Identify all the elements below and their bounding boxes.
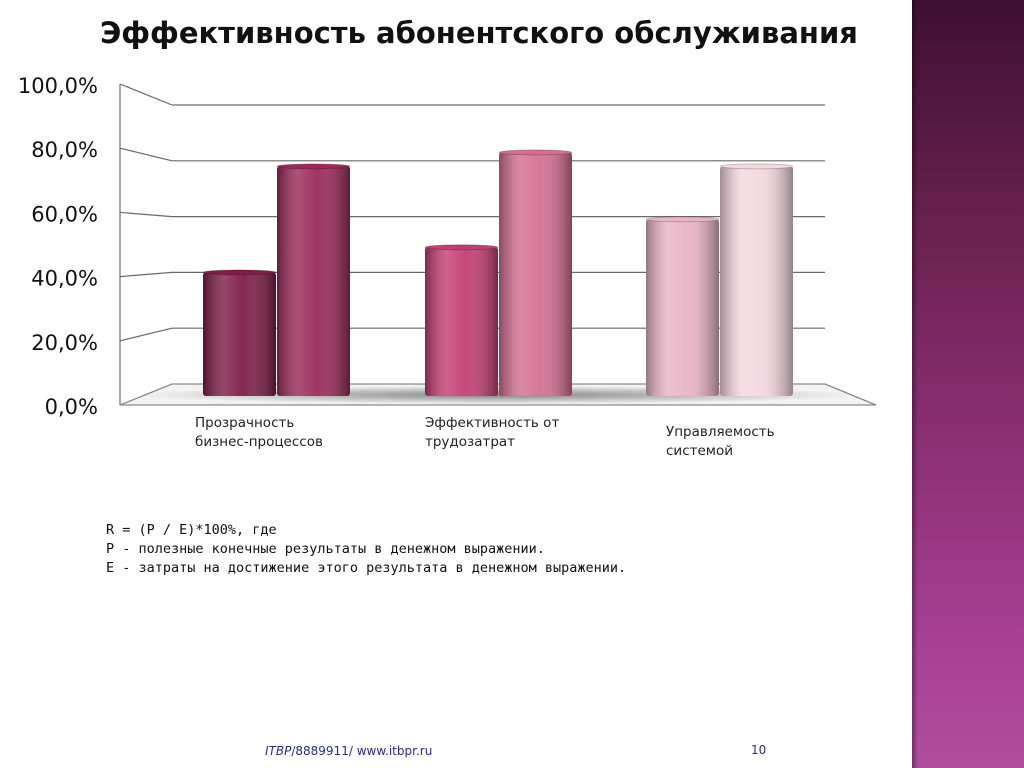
bar <box>645 216 720 396</box>
bar-chart: 0,0% 20,0% 40,0% 60,0% 80,0% 100,0% Прозрачно… <box>18 74 877 459</box>
grid-line-diagonal <box>119 83 173 106</box>
category-label: Эффективность от <box>425 415 559 431</box>
grid-line-diagonal <box>119 147 173 162</box>
formula-line: P - полезные конечные результаты в денеж… <box>106 541 545 557</box>
formula-line: R = (P / E)*100%, где <box>106 522 277 538</box>
category-label: Прозрачность <box>195 415 294 431</box>
footer-link[interactable]: /8889911/ www.itbpr.ru <box>291 744 433 758</box>
footer: ITBP/8889911/ www.itbpr.ru <box>265 744 432 758</box>
grid-line-diagonal <box>119 211 173 218</box>
grid-line-diagonal <box>119 327 173 342</box>
formula-line: E - затраты на достижение этого результа… <box>106 560 627 576</box>
y-tick-label: 40,0% <box>31 267 98 291</box>
y-tick-label: 100,0% <box>18 74 98 98</box>
bar <box>498 149 573 396</box>
bar <box>202 269 277 396</box>
category-label: Управляемость <box>666 424 775 440</box>
y-tick-label: 80,0% <box>31 138 98 162</box>
y-tick-label: 60,0% <box>31 202 98 226</box>
slide-title: Эффективность абонентского обслуживания <box>100 16 858 50</box>
grid-line-diagonal <box>119 271 173 278</box>
category-label: системой <box>666 443 733 459</box>
y-tick-label: 20,0% <box>31 331 98 355</box>
category-label: бизнес-процессов <box>195 434 323 450</box>
bar <box>276 163 351 396</box>
bar <box>719 163 794 396</box>
decorative-side-panel <box>912 0 1024 768</box>
page-number: 10 <box>751 743 767 757</box>
bar <box>424 244 499 396</box>
y-tick-label: 0,0% <box>45 395 98 419</box>
category-label: трудозатрат <box>425 434 515 450</box>
footer-brand: ITBP <box>265 744 292 758</box>
